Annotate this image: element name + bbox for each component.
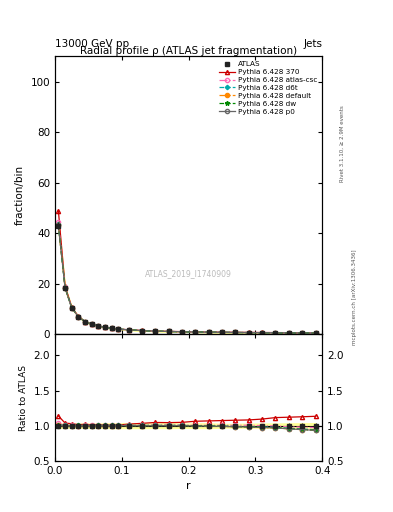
X-axis label: r: r xyxy=(186,481,191,491)
Text: mcplots.cern.ch [arXiv:1306.3436]: mcplots.cern.ch [arXiv:1306.3436] xyxy=(352,249,357,345)
Title: Radial profile ρ (ATLAS jet fragmentation): Radial profile ρ (ATLAS jet fragmentatio… xyxy=(80,46,297,55)
Legend: ATLAS, Pythia 6.428 370, Pythia 6.428 atlas-csc, Pythia 6.428 d6t, Pythia 6.428 : ATLAS, Pythia 6.428 370, Pythia 6.428 at… xyxy=(218,60,319,116)
Text: Rivet 3.1.10, ≥ 2.9M events: Rivet 3.1.10, ≥ 2.9M events xyxy=(340,105,345,182)
Y-axis label: Ratio to ATLAS: Ratio to ATLAS xyxy=(19,365,28,431)
Text: 13000 GeV pp: 13000 GeV pp xyxy=(55,38,129,49)
Y-axis label: fraction/bin: fraction/bin xyxy=(15,165,25,225)
Text: ATLAS_2019_I1740909: ATLAS_2019_I1740909 xyxy=(145,269,232,278)
Text: Jets: Jets xyxy=(303,38,322,49)
